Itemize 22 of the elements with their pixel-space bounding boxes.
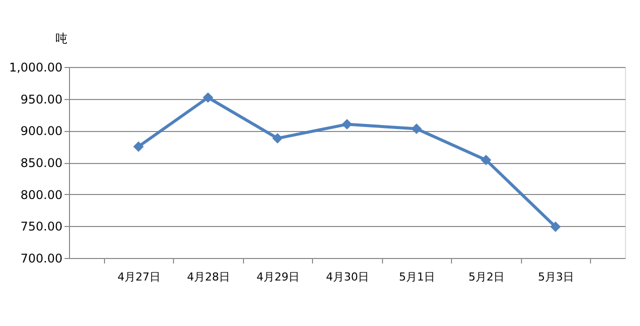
point <box>411 124 422 134</box>
x-tick-label: 4月30日 <box>326 270 369 284</box>
point <box>342 119 352 130</box>
x-tick-label: 4月27日 <box>118 270 160 284</box>
y-tick-label: 850.00 <box>20 156 62 170</box>
y-tick-label: 750.00 <box>20 220 62 234</box>
point <box>550 222 561 232</box>
x-tick-label: 5月3日 <box>538 270 574 284</box>
point <box>480 154 492 166</box>
point <box>202 92 214 103</box>
y-tick-label: 900.00 <box>20 124 62 138</box>
point <box>272 133 283 144</box>
y-tick-label: 800.00 <box>20 188 62 202</box>
y-tick-label: 950.00 <box>20 92 62 106</box>
y-axis-title: 吨 <box>56 32 68 46</box>
x-tick-label: 4月28日 <box>187 270 230 284</box>
point <box>133 141 144 152</box>
x-tick-label: 5月2日 <box>468 270 504 284</box>
x-tick-label: 4月29日 <box>256 270 300 284</box>
y-tick-label: 700.00 <box>20 252 62 266</box>
x-tick-label: 5月1日 <box>399 270 435 284</box>
y-tick-label: 1,000.00 <box>9 60 62 74</box>
